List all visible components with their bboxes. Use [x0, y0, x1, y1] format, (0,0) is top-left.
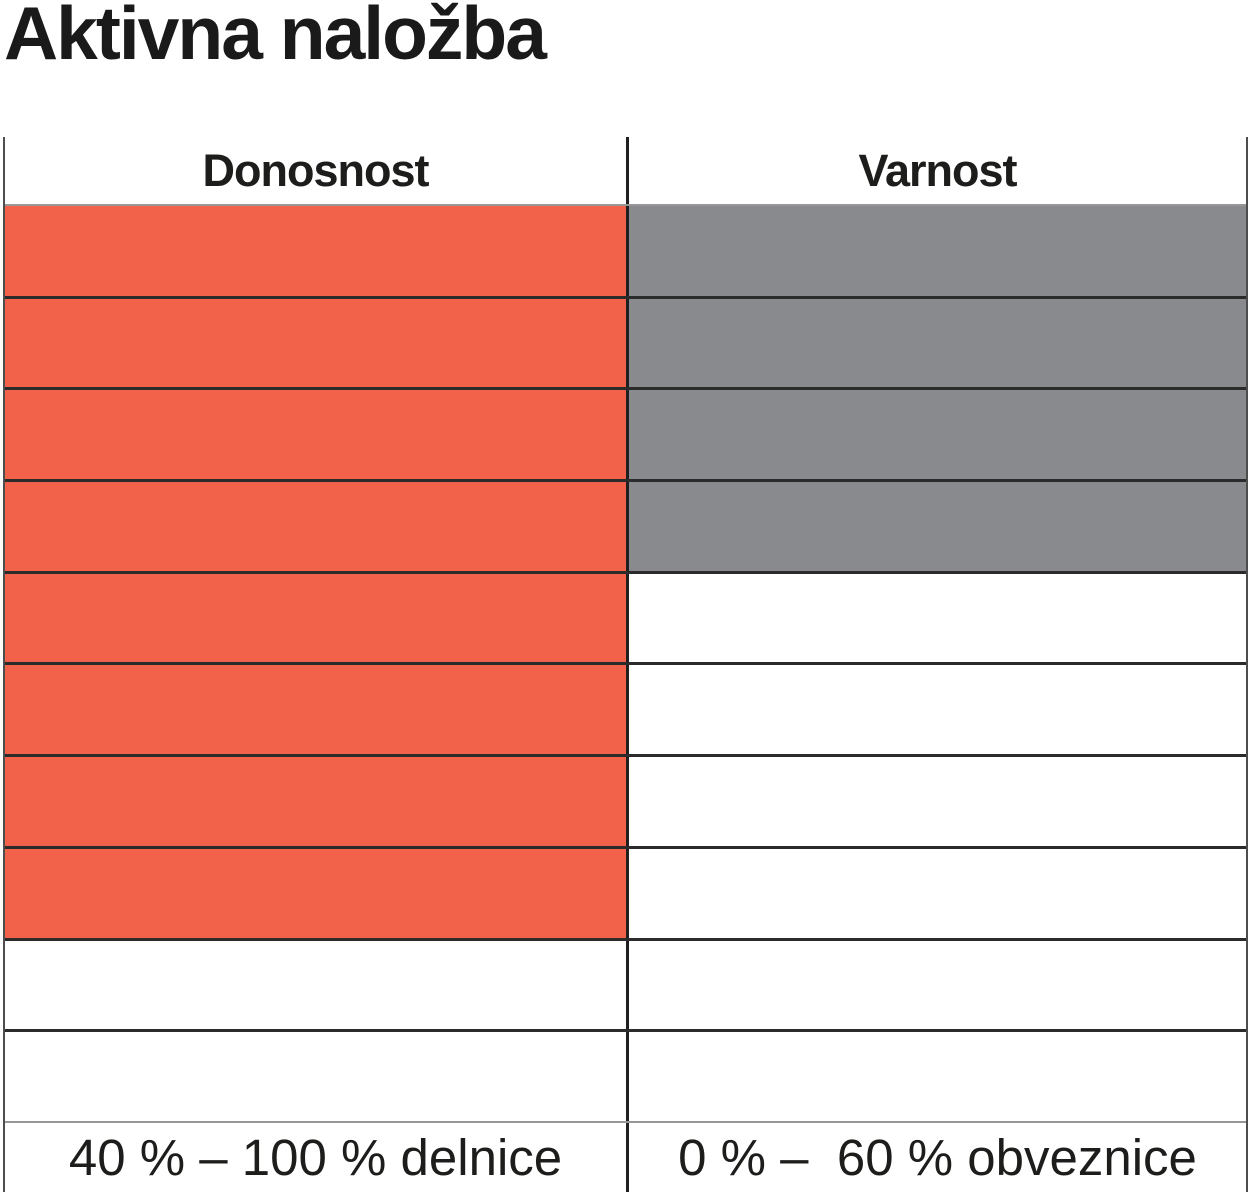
cell-varnost-2-filled: [629, 298, 1246, 388]
cell-donosnost-2-filled: [5, 298, 629, 388]
table-row-1: [5, 204, 1246, 296]
table-row-2: [5, 295, 1246, 388]
cell-varnost-6-empty: [629, 665, 1246, 754]
cell-varnost-10-empty: [629, 1032, 1246, 1121]
table-body: [5, 204, 1246, 1121]
footer-cell-donosnost: 40 % – 100 % delnice: [5, 1122, 629, 1192]
column-header-donosnost: Donosnost: [202, 144, 430, 196]
table-row-8: [5, 845, 1246, 938]
table-row-4: [5, 479, 1246, 571]
table-row-6: [5, 662, 1246, 755]
cell-varnost-3-filled: [629, 390, 1246, 480]
cell-donosnost-1-filled: [5, 206, 629, 296]
table-row-9: [5, 937, 1246, 1030]
cell-donosnost-5-filled: [5, 573, 629, 663]
cell-donosnost-8-filled: [5, 848, 629, 938]
column-header-varnost: Varnost: [858, 144, 1017, 196]
table-row-7: [5, 754, 1246, 846]
cell-varnost-7-empty: [629, 757, 1246, 846]
cell-varnost-4-filled: [629, 482, 1246, 571]
header-cell-varnost: Varnost: [629, 137, 1246, 204]
cell-donosnost-6-filled: [5, 665, 629, 755]
range-label-obveznice: 0 % – 60 % obveznice: [678, 1128, 1197, 1186]
rating-table: Donosnost Varnost 40 % – 100 % delnice 0…: [3, 137, 1248, 1192]
table-header-row: Donosnost Varnost: [5, 137, 1246, 204]
header-cell-donosnost: Donosnost: [5, 137, 629, 204]
cell-varnost-9-empty: [629, 941, 1246, 1030]
range-label-delnice: 40 % – 100 % delnice: [68, 1128, 563, 1186]
cell-donosnost-9-empty: [5, 940, 629, 1030]
cell-varnost-5-empty: [629, 574, 1246, 663]
cell-donosnost-7-filled: [5, 757, 629, 846]
table-row-3: [5, 387, 1246, 480]
table-footer-row: 40 % – 100 % delnice 0 % – 60 % obveznic…: [5, 1120, 1246, 1192]
page-title: Aktivna naložba: [4, 0, 547, 75]
cell-varnost-8-empty: [629, 849, 1246, 938]
cell-donosnost-4-filled: [5, 482, 629, 571]
cell-varnost-1-filled: [629, 206, 1246, 296]
table-row-5: [5, 570, 1246, 663]
cell-donosnost-3-filled: [5, 390, 629, 480]
footer-cell-varnost: 0 % – 60 % obveznice: [629, 1123, 1246, 1192]
table-row-10: [5, 1029, 1246, 1121]
cell-donosnost-10-empty: [5, 1032, 629, 1121]
